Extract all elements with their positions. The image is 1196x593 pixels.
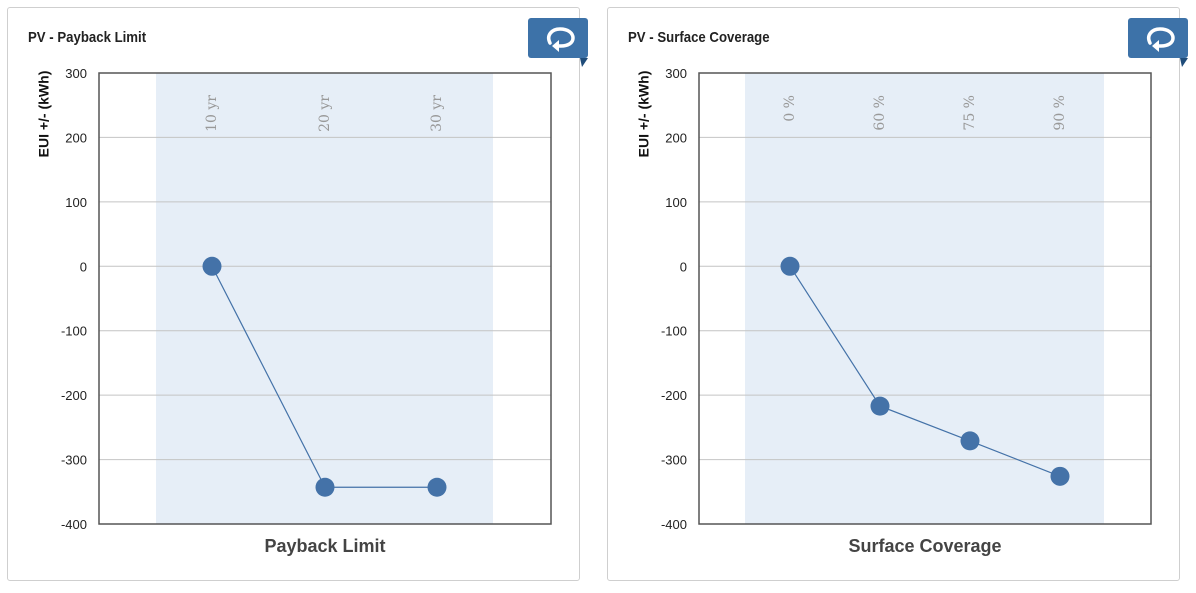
data-point bbox=[202, 256, 222, 276]
y-tick-label: 100 bbox=[665, 195, 687, 210]
refresh-icon bbox=[1128, 18, 1188, 67]
y-tick-label: 0 bbox=[680, 259, 687, 274]
chart-title: PV - Surface Coverage bbox=[628, 29, 770, 46]
category-label: 10 yr bbox=[204, 95, 220, 132]
y-tick-label: 300 bbox=[665, 66, 687, 81]
category-label: 30 yr bbox=[429, 95, 445, 132]
y-tick-label: -100 bbox=[661, 324, 687, 339]
chart-svg: 300 200 100 0 -100 -200 -300 -400 10 yr 20 yr 30 y… bbox=[36, 66, 552, 556]
chart-svg: 300 200 100 0 -100 -200 -300 -400 0 % 60 % 75 % 90 … bbox=[636, 66, 1152, 556]
y-tick-label: 200 bbox=[665, 130, 687, 145]
data-point bbox=[780, 256, 800, 276]
y-tick-label: -300 bbox=[61, 453, 87, 468]
category-label: 0 % bbox=[782, 95, 798, 122]
data-point bbox=[960, 431, 980, 451]
y-tick-label: -300 bbox=[661, 453, 687, 468]
y-tick-label: -100 bbox=[61, 324, 87, 339]
data-point bbox=[870, 396, 890, 416]
y-tick-label: 200 bbox=[65, 130, 87, 145]
x-axis-title: Surface Coverage bbox=[848, 536, 1001, 556]
category-label: 60 % bbox=[872, 95, 888, 131]
data-point bbox=[427, 477, 447, 497]
y-tick-label: -400 bbox=[61, 517, 87, 532]
refresh-button[interactable] bbox=[528, 18, 590, 67]
data-point bbox=[1050, 466, 1070, 486]
plot-frame bbox=[98, 72, 552, 525]
y-axis-title: EUI +/- (kWh) bbox=[36, 71, 52, 158]
chart-title: PV - Payback Limit bbox=[28, 29, 147, 46]
category-band bbox=[745, 73, 1104, 524]
refresh-icon bbox=[528, 18, 588, 67]
category-band bbox=[156, 73, 493, 524]
y-tick-label: 300 bbox=[65, 66, 87, 81]
y-tick-label: -200 bbox=[661, 388, 687, 403]
y-tick-label: -400 bbox=[661, 517, 687, 532]
series-line bbox=[789, 265, 1061, 477]
y-tick-label: -200 bbox=[61, 388, 87, 403]
data-point bbox=[315, 477, 335, 497]
category-label: 90 % bbox=[1052, 95, 1068, 131]
y-axis-title: EUI +/- (kWh) bbox=[636, 71, 652, 158]
y-tick-label: 0 bbox=[80, 259, 87, 274]
category-label: 75 % bbox=[962, 95, 978, 131]
chart-panel-payback-limit: PV - Payback Limit 300 200 100 0 -100 -200 -30… bbox=[7, 7, 588, 581]
x-axis-title: Payback Limit bbox=[264, 536, 385, 556]
category-label: 20 yr bbox=[317, 95, 333, 132]
refresh-button[interactable] bbox=[1128, 18, 1190, 67]
y-tick-label: 100 bbox=[65, 195, 87, 210]
chart-panel-surface-coverage: PV - Surface Coverage 300 200 100 0 -100 -200… bbox=[607, 7, 1188, 581]
plot-frame bbox=[698, 72, 1152, 525]
